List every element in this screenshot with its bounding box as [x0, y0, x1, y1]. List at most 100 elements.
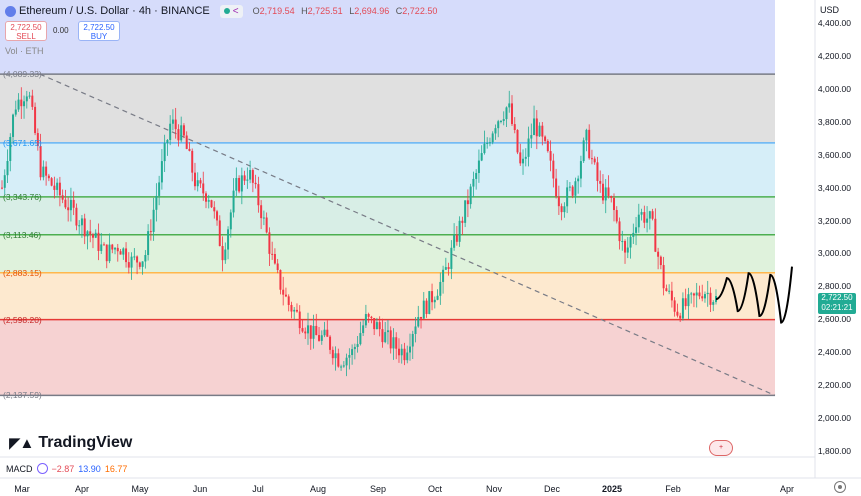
volume-label[interactable]: Vol · ETH — [5, 46, 44, 56]
candle-body — [12, 114, 15, 137]
candle-body — [125, 248, 128, 263]
candle-body — [425, 300, 428, 314]
candle-body — [64, 199, 67, 208]
candle-body — [701, 296, 704, 299]
candle-body — [25, 96, 28, 102]
candle-body — [392, 337, 395, 349]
price-tick: 3,400.00 — [817, 182, 851, 193]
candle-body — [593, 158, 596, 163]
candle-body — [169, 123, 172, 140]
candle-body — [659, 256, 662, 266]
tradingview-mark-icon: ◤▲ — [9, 435, 34, 452]
time-tick: Jul — [252, 484, 264, 494]
candle-body — [555, 178, 558, 197]
candle-body — [599, 180, 602, 184]
header-status-pills[interactable]: < — [219, 4, 243, 18]
time-tick: Apr — [74, 484, 90, 494]
candle-body — [588, 129, 591, 159]
share-icon[interactable]: < — [232, 5, 239, 17]
candle-body — [381, 329, 384, 343]
candle-body — [577, 178, 580, 182]
candle-body — [488, 142, 491, 144]
fib-zone — [0, 142, 775, 197]
price-tick: 4,200.00 — [817, 50, 851, 61]
candle-body — [679, 315, 682, 319]
candle-body — [703, 294, 706, 299]
symbol-title[interactable]: Ethereum / U.S. Dollar · 4h · BINANCE — [19, 5, 210, 17]
candle-body — [406, 352, 409, 361]
candle-body — [105, 244, 108, 262]
projection-drawing[interactable] — [715, 266, 793, 324]
candle-body — [188, 148, 191, 151]
candle-body — [618, 221, 621, 242]
candle-body — [646, 218, 649, 223]
candle-body — [260, 205, 263, 219]
candle-body — [180, 125, 183, 141]
candle-body — [114, 247, 117, 250]
indicator-settings-icon[interactable] — [36, 463, 48, 474]
price-tick: 4,400.00 — [817, 18, 851, 28]
candle-body — [100, 244, 103, 251]
sell-price: 2,722.50 — [10, 23, 42, 32]
candle-body — [130, 256, 133, 268]
candle-body — [34, 106, 37, 134]
candle-body — [224, 249, 227, 261]
time-tick: Dec — [543, 484, 561, 494]
candle-body — [20, 99, 23, 107]
candle-body — [42, 166, 45, 178]
candle-body — [560, 206, 563, 213]
candle-body — [193, 172, 196, 187]
candle-body — [450, 247, 453, 269]
currency-label[interactable]: USD — [820, 5, 840, 15]
tradingview-logo[interactable]: ◤▲ TradingView — [9, 434, 132, 452]
symbol-header[interactable]: Ethereum / U.S. Dollar · 4h · BINANCE < … — [5, 3, 437, 19]
price-tick: 2,000.00 — [817, 413, 851, 424]
candle-body — [3, 175, 6, 188]
fib-zone — [0, 272, 775, 320]
fib-zone — [0, 196, 775, 235]
candle-body — [571, 186, 574, 196]
candle-body — [86, 231, 89, 237]
candle-body — [61, 195, 64, 200]
buy-label: BUY — [90, 32, 108, 41]
candle-body — [246, 179, 249, 181]
candle-body — [334, 353, 337, 359]
candle-body — [409, 346, 411, 353]
emoji-badge-icon[interactable]: + — [709, 440, 733, 456]
candle-body — [149, 231, 152, 233]
candle-body — [240, 175, 243, 192]
candle-body — [122, 248, 125, 255]
candle-body — [160, 161, 163, 183]
candle-body — [538, 125, 541, 137]
candle-body — [210, 200, 213, 208]
candle-body — [626, 247, 629, 253]
candle-body — [403, 348, 406, 361]
macd-legend[interactable]: MACD −2.87 13.90 16.77 — [6, 463, 127, 474]
candle-body — [596, 162, 599, 181]
buy-button[interactable]: 2,722.50 BUY — [78, 21, 120, 41]
candle-body — [428, 291, 431, 314]
candle-body — [202, 183, 205, 194]
candle-body — [607, 187, 610, 196]
candle-body — [505, 107, 508, 120]
trend-line[interactable] — [39, 73, 776, 396]
candle-body — [519, 152, 522, 164]
candle-body — [624, 241, 627, 253]
candle-body — [182, 125, 185, 136]
candle-body — [574, 181, 577, 196]
candle-body — [47, 175, 50, 179]
candle-body — [23, 101, 26, 107]
fib-zone-top — [0, 0, 775, 75]
candle-body — [502, 119, 505, 121]
sell-button[interactable]: 2,722.50 SELL — [5, 21, 47, 41]
candle-body — [323, 329, 326, 336]
candle-body — [613, 197, 615, 211]
candle-body — [651, 211, 654, 219]
last-price: 2,722.50 — [821, 293, 853, 302]
candle-body — [370, 316, 373, 318]
chart-settings-icon[interactable] — [834, 481, 846, 493]
fib-zone — [0, 74, 775, 143]
time-tick: Sep — [369, 484, 387, 494]
time-tick: Jun — [192, 484, 208, 494]
